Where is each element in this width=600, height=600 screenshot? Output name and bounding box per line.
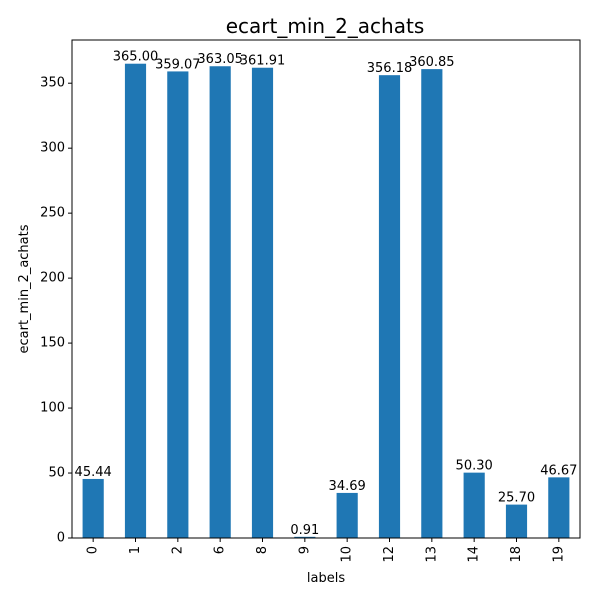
bar-1	[124, 63, 147, 538]
bar-14	[463, 472, 485, 538]
y-tick-label-200: 200	[40, 271, 65, 286]
bar-9	[294, 536, 316, 538]
bar-13	[421, 69, 443, 539]
y-tick-label-300: 300	[40, 141, 65, 156]
y-axis: 0 50 100 150 200 250 300 350	[40, 76, 72, 546]
bar-8	[251, 67, 274, 539]
y-axis-label: ecart_min_2_achats	[17, 224, 32, 353]
data-label-9: 0.91	[290, 523, 319, 538]
bar-0	[82, 478, 104, 538]
x-tick-label-14: 14	[467, 546, 482, 563]
data-label-12: 356.18	[367, 61, 413, 76]
data-label-19: 46.67	[540, 463, 577, 478]
y-tick-label-150: 150	[40, 336, 65, 351]
data-label-18: 25.70	[498, 491, 535, 506]
x-axis: 0 1 2 6 8 9 10 12 13 14 18 19	[86, 538, 566, 563]
data-label-10: 34.69	[329, 479, 366, 494]
y-tick-label-350: 350	[40, 76, 65, 91]
bar-12	[378, 75, 401, 538]
x-tick-label-10: 10	[340, 546, 355, 563]
x-tick-label-8: 8	[255, 546, 270, 554]
x-tick-label-9: 9	[297, 546, 312, 554]
x-tick-label-1: 1	[128, 546, 143, 554]
bar-2	[167, 71, 189, 539]
x-axis-label: labels	[307, 571, 345, 586]
y-tick-label-250: 250	[40, 206, 65, 221]
data-label-2: 359.07	[155, 57, 201, 72]
bar-6	[209, 66, 231, 538]
x-tick-label-0: 0	[86, 546, 101, 554]
y-tick-label-50: 50	[48, 466, 65, 481]
x-tick-label-12: 12	[382, 546, 397, 563]
bar-18	[505, 504, 528, 538]
x-tick-label-2: 2	[170, 546, 185, 554]
data-label-1: 365.00	[113, 50, 159, 65]
y-tick-label-0: 0	[57, 531, 65, 546]
x-tick-label-19: 19	[551, 546, 566, 563]
data-label-0: 45.44	[75, 465, 112, 480]
x-tick-label-6: 6	[213, 546, 228, 554]
y-tick-label-100: 100	[40, 401, 65, 416]
data-label-6: 363.05	[197, 52, 243, 67]
plot-frame	[71, 39, 581, 539]
data-label-14: 50.30	[456, 459, 493, 474]
bar-10	[336, 492, 358, 538]
data-label-8: 361.91	[240, 54, 286, 69]
x-tick-label-18: 18	[509, 546, 524, 563]
x-tick-label-13: 13	[424, 546, 439, 563]
chart-title: ecart_min_2_achats	[226, 14, 425, 38]
data-label-13: 360.85	[409, 55, 455, 70]
bar-19	[548, 477, 570, 538]
